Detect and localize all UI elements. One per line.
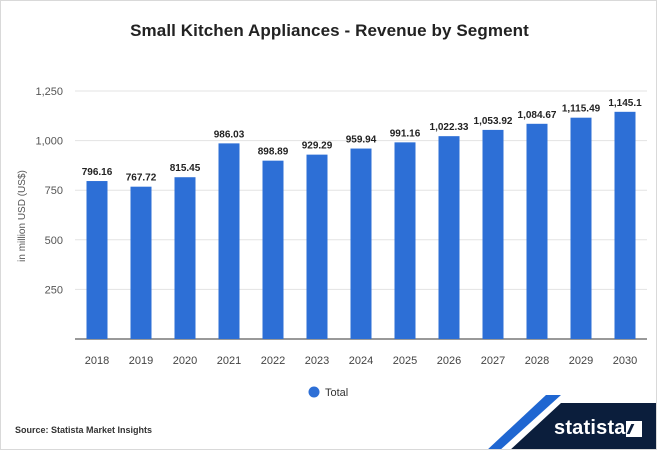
bar-2018[interactable]	[86, 181, 108, 339]
value-label-2026: 1,022.33	[430, 122, 469, 133]
value-label-2021: 986.03	[214, 129, 245, 140]
value-label-2028: 1,084.67	[518, 110, 557, 121]
x-tick-label-2025: 2025	[393, 355, 417, 367]
value-label-2027: 1,053.92	[474, 116, 513, 127]
x-tick-label-2022: 2022	[261, 355, 285, 367]
bar-2025[interactable]	[394, 142, 416, 339]
x-tick-label-2029: 2029	[569, 355, 593, 367]
bar-2024[interactable]	[350, 148, 372, 339]
value-label-2024: 959.94	[346, 135, 377, 146]
y-axis-ticks: 250 500 750 1,000 1,250	[35, 86, 63, 296]
x-tick-label-2021: 2021	[217, 355, 241, 367]
y-axis-label: in million USD (US$)	[17, 170, 28, 262]
value-label-2022: 898.89	[258, 147, 289, 158]
bar-2022[interactable]	[262, 160, 284, 339]
bar-2023[interactable]	[306, 154, 328, 339]
chart-title: Small Kitchen Appliances - Revenue by Se…	[130, 21, 529, 40]
x-tick-label-2027: 2027	[481, 355, 505, 367]
source-note: Source: Statista Market Insights	[15, 425, 153, 435]
x-tick-label-2024: 2024	[349, 355, 373, 367]
x-tick-label-2028: 2028	[525, 355, 549, 367]
bar-2021[interactable]	[218, 143, 240, 339]
value-label-2018: 796.16	[82, 167, 113, 178]
value-label-2029: 1,115.49	[562, 104, 601, 115]
bars	[86, 111, 636, 339]
y-tick-label: 250	[45, 284, 63, 296]
x-tick-label-2023: 2023	[305, 355, 329, 367]
y-tick-label: 1,000	[35, 136, 63, 148]
x-tick-label-2030: 2030	[613, 355, 637, 367]
value-labels: 796.16 767.72 815.45 986.03 898.89 929.29 959.…	[82, 98, 642, 184]
legend[interactable]: Total	[308, 386, 349, 400]
bar-2019[interactable]	[130, 186, 152, 339]
y-tick-label: 750	[45, 185, 63, 197]
value-label-2023: 929.29	[302, 141, 333, 152]
legend-label-total: Total	[325, 387, 348, 399]
bar-2030[interactable]	[614, 111, 636, 339]
x-tick-label-2018: 2018	[85, 355, 109, 367]
x-axis-ticks: 2018 2019 2020 2021 2022 2023 2024 2025 2026 2027…	[85, 355, 637, 367]
statista-logo-text: statista	[554, 417, 626, 439]
bar-2028[interactable]	[526, 123, 548, 339]
y-tick-label: 1,250	[35, 86, 63, 98]
statista-logo-icon	[626, 421, 645, 437]
value-label-2019: 767.72	[126, 173, 157, 184]
bar-2027[interactable]	[482, 129, 504, 339]
y-tick-label: 500	[45, 235, 63, 247]
bar-2026[interactable]	[438, 136, 460, 339]
x-tick-label-2019: 2019	[129, 355, 153, 367]
value-label-2030: 1,145.1	[608, 98, 642, 109]
value-label-2025: 991.16	[390, 128, 421, 139]
value-label-2020: 815.45	[170, 163, 201, 174]
legend-marker-total	[308, 386, 320, 398]
bar-2020[interactable]	[174, 177, 196, 339]
x-tick-label-2026: 2026	[437, 355, 461, 367]
bar-2029[interactable]	[570, 117, 592, 339]
x-tick-label-2020: 2020	[173, 355, 197, 367]
